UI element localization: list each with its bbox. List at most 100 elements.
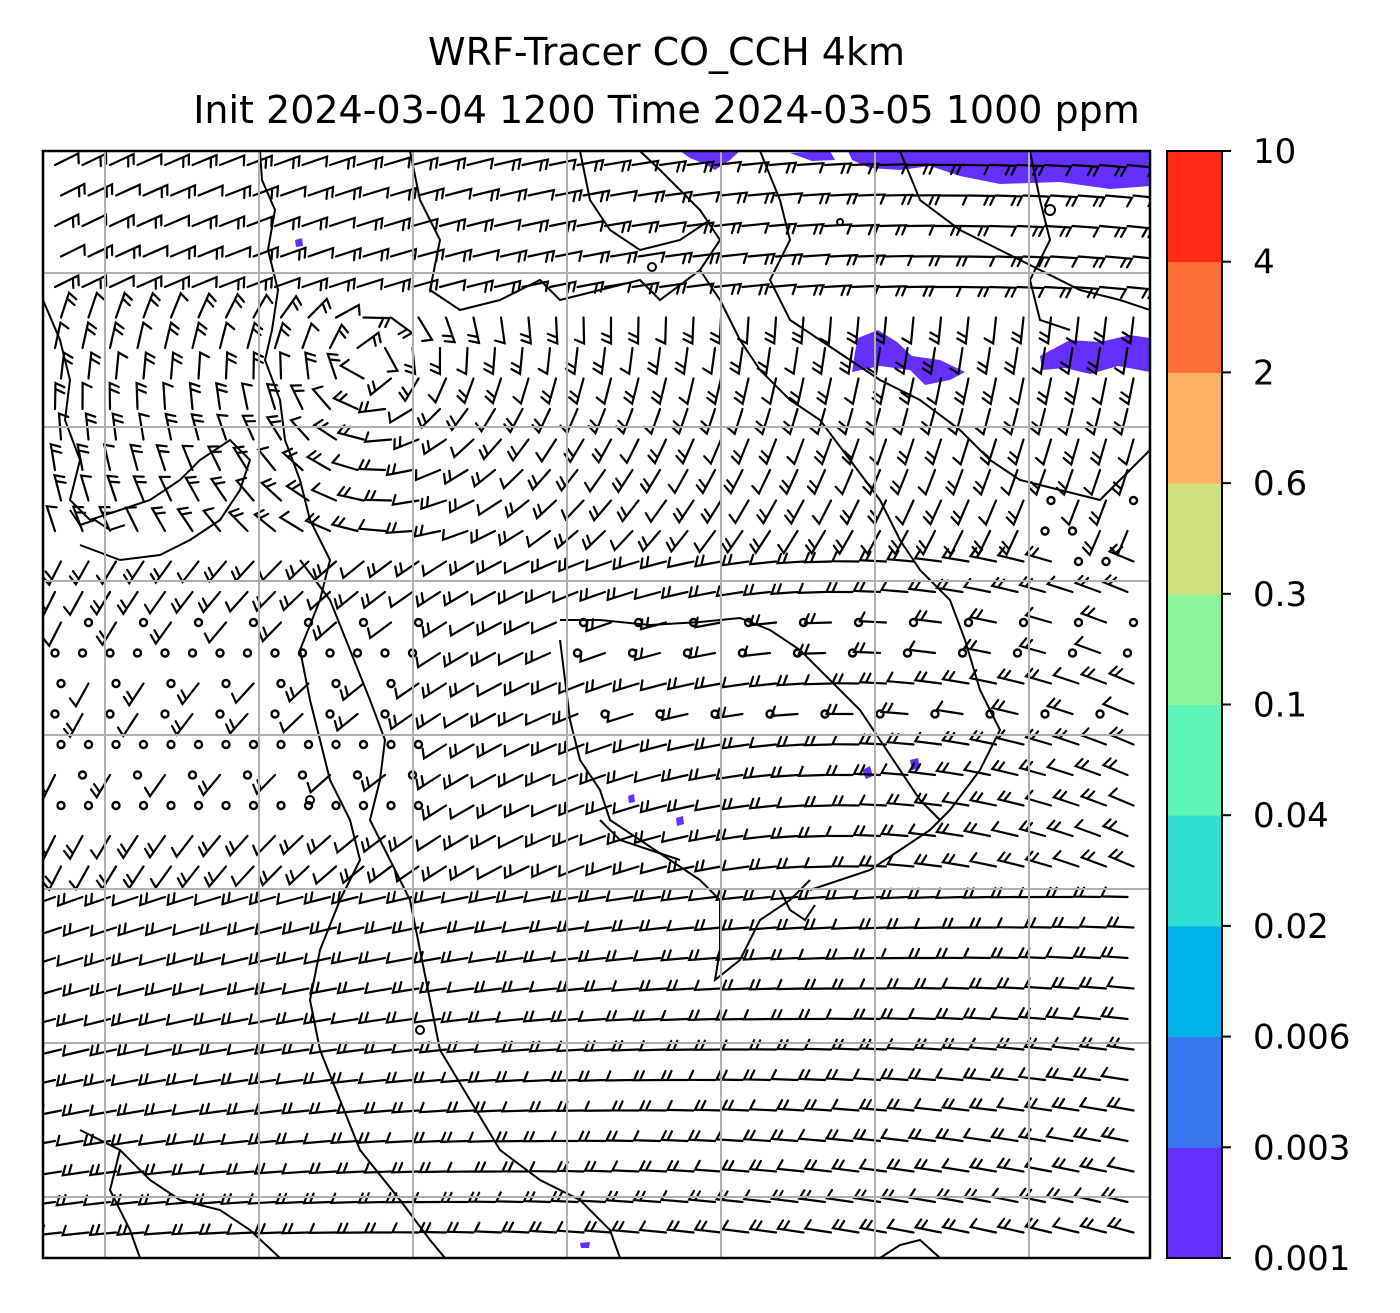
wind-barb (155, 444, 170, 472)
wind-barb (467, 316, 481, 345)
wind-barb (577, 949, 607, 963)
wind-barb (503, 560, 530, 575)
wind-barb (391, 981, 420, 994)
wind-barb (933, 224, 963, 237)
wind-barb (503, 803, 530, 819)
wind-barb (415, 712, 442, 730)
wind-barb (218, 153, 246, 167)
wind-barb (176, 682, 200, 707)
wind-barb (558, 865, 585, 878)
wind-barb (499, 249, 528, 263)
wind-barb (886, 1218, 915, 1234)
wind-barb (941, 669, 970, 685)
calm-wind-marker (297, 648, 308, 658)
wind-barb (834, 468, 854, 496)
wind-barb (163, 275, 191, 291)
wind-barb (467, 1010, 497, 1024)
wind-barb (693, 1099, 723, 1112)
wind-barb (554, 249, 583, 263)
wind-barb (988, 224, 1018, 237)
wind-barb (470, 712, 497, 729)
calm-wind-marker (303, 739, 314, 750)
wind-barb (230, 865, 255, 888)
wind-barb (519, 316, 533, 345)
wind-barb (110, 1012, 139, 1027)
wind-barb (885, 854, 915, 868)
wind-barb (775, 857, 805, 870)
tracer-patch-east-1 (852, 330, 965, 385)
wind-barb (192, 1073, 222, 1086)
wind-barb (445, 1161, 475, 1173)
wind-barb (494, 1131, 524, 1143)
wind-barb (275, 1011, 304, 1025)
wind-barb (769, 766, 799, 779)
wind-barb (768, 161, 798, 174)
wind-barb (1011, 316, 1025, 346)
wind-barb (497, 589, 524, 606)
wind-barb (413, 890, 442, 904)
wind-barb (142, 350, 156, 380)
wind-barb (907, 823, 937, 838)
calm-wind-marker (413, 739, 424, 750)
calm-wind-marker (166, 800, 176, 811)
wind-barb (726, 407, 744, 436)
wind-barb (522, 890, 552, 903)
wind-barb (306, 834, 332, 856)
wind-barb (660, 831, 689, 844)
wind-barb (968, 730, 998, 746)
wind-barb (742, 1009, 772, 1021)
wind-barb (476, 620, 503, 637)
wind-barb (366, 560, 393, 579)
wind-barb (583, 1160, 613, 1173)
wind-barb (830, 551, 860, 563)
wind-barb (1035, 438, 1053, 467)
wind-barb (577, 889, 607, 903)
wind-barb (558, 740, 585, 756)
wind-barb (921, 346, 937, 376)
wind-barb (391, 920, 420, 935)
wind-barb (687, 1069, 717, 1082)
calm-wind-marker (166, 739, 176, 750)
wind-barb (585, 742, 613, 755)
wind-barb (610, 1160, 640, 1173)
wind-barb (114, 350, 129, 380)
wind-barb (687, 1189, 717, 1204)
wind-barb (878, 224, 908, 236)
tracer-patch-small-b (862, 766, 873, 779)
wind-barb (623, 377, 640, 406)
calm-wind-marker (600, 709, 610, 719)
wind-barb (631, 220, 660, 234)
wind-barb (61, 1163, 90, 1177)
wind-barb (809, 407, 827, 436)
wind-barb (248, 951, 277, 966)
wind-barb (170, 834, 194, 859)
wind-barb (666, 739, 695, 752)
calm-wind-marker (1095, 709, 1105, 719)
wind-barb (62, 922, 90, 938)
calm-wind-marker (248, 617, 259, 628)
wind-barb (531, 863, 558, 879)
wind-barb (968, 791, 998, 807)
wind-barb (385, 463, 414, 477)
wind-barb (415, 773, 442, 791)
wind-barb (933, 285, 963, 298)
wind-barb (961, 224, 991, 237)
wind-barb (522, 950, 552, 963)
wind-barb (558, 557, 585, 573)
wind-barb (830, 856, 860, 868)
wind-barb (974, 407, 992, 437)
calm-wind-marker (386, 678, 396, 689)
wind-barb (1045, 819, 1074, 838)
wind-barb (742, 766, 772, 780)
wind-barb (1038, 316, 1053, 346)
wind-barb (362, 316, 392, 329)
wind-barb (197, 291, 217, 319)
wind-barb (1000, 468, 1019, 497)
wind-barb (191, 214, 218, 230)
wind-barb (527, 468, 552, 492)
wind-barb (88, 1104, 118, 1117)
wind-barb (224, 245, 252, 258)
wind-barb (852, 581, 882, 594)
wind-barb (116, 1164, 145, 1177)
wind-barb (197, 184, 224, 197)
